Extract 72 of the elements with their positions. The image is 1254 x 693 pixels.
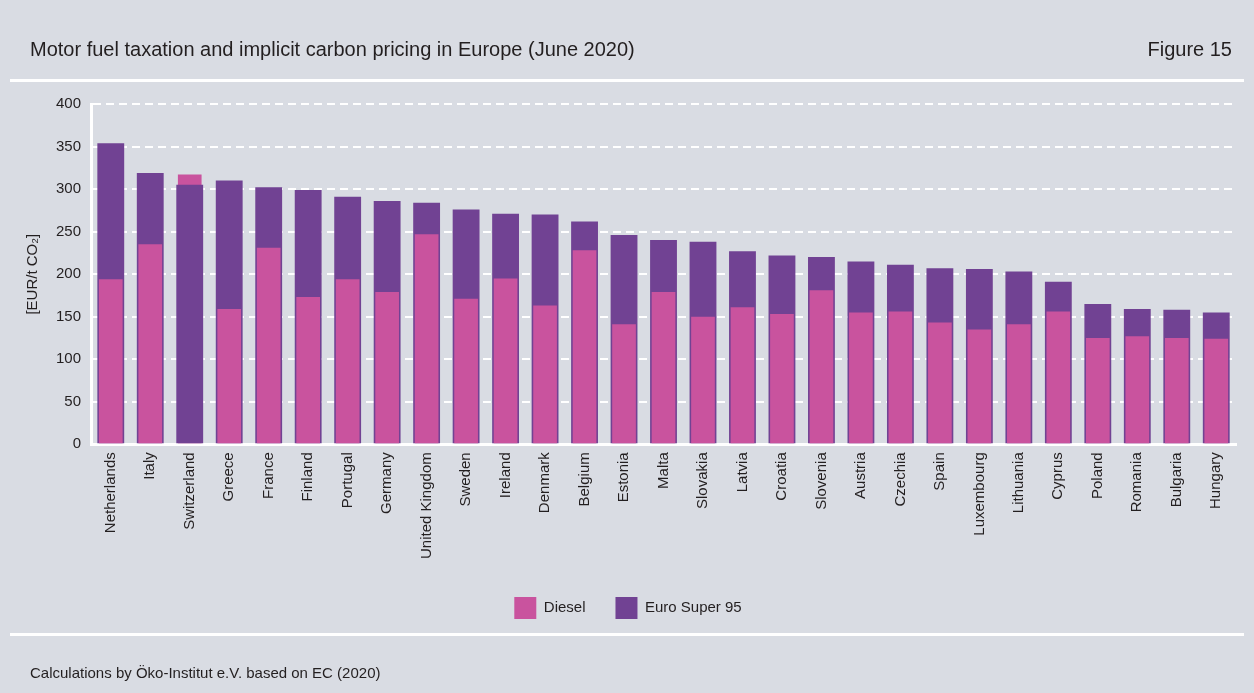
bar <box>888 311 913 444</box>
x-tick-label: Germany <box>377 451 395 514</box>
x-tick-label: Portugal <box>337 452 355 509</box>
x-tick-label: Netherlands <box>100 452 118 534</box>
bar <box>1125 336 1150 444</box>
bar <box>1007 324 1031 444</box>
x-tick-label: Lithuania <box>1008 451 1026 514</box>
y-tick-label: 350 <box>56 136 82 154</box>
bar <box>770 314 794 444</box>
x-tick-label: United Kingdom <box>416 452 434 560</box>
bar <box>1204 338 1229 444</box>
bar <box>1085 337 1110 444</box>
bar <box>296 297 321 444</box>
y-tick-label: 0 <box>72 434 82 452</box>
bar <box>651 292 676 444</box>
bar <box>98 279 123 444</box>
bar <box>138 244 163 444</box>
x-tick-label: Slovenia <box>811 451 829 510</box>
bar <box>612 324 636 444</box>
y-tick-label: 400 <box>56 94 82 112</box>
bar <box>256 247 281 444</box>
x-tick-label: Ireland <box>495 452 513 499</box>
x-tick-label: Cyprus <box>1048 452 1066 500</box>
x-tick-label: Croatia <box>772 451 790 501</box>
x-tick-label: Bulgaria <box>1166 451 1184 508</box>
bar <box>217 309 242 444</box>
x-tick-label: Switzerland <box>179 452 197 530</box>
chart-title: Motor fuel taxation and implicit carbon pricing in Europe (June 2020) <box>30 38 635 61</box>
bar <box>809 290 834 444</box>
x-tick-label: Poland <box>1087 452 1105 499</box>
x-tick-label: Estonia <box>614 451 632 503</box>
x-tick-label: Austria <box>851 451 869 499</box>
y-axis-title: [EUR/t CO₂] <box>23 233 41 315</box>
bar <box>691 316 715 444</box>
bar <box>1046 311 1071 444</box>
y-tick-label: 250 <box>56 221 82 239</box>
bar <box>493 278 518 444</box>
y-tick-label: 200 <box>56 264 82 282</box>
bar <box>1164 337 1189 444</box>
bar <box>414 234 439 444</box>
bar <box>533 305 557 444</box>
bar <box>928 322 952 444</box>
x-tick-label: Czechia <box>890 451 908 507</box>
bar <box>335 279 360 444</box>
x-tick-label: Finland <box>298 452 316 502</box>
x-tick-label: Denmark <box>535 451 553 514</box>
legend-label: Diesel <box>543 598 586 616</box>
x-tick-label: Italy <box>140 451 158 480</box>
y-tick-label: 150 <box>56 306 82 324</box>
x-tick-label: Belgium <box>574 452 592 507</box>
legend-label: Euro Super 95 <box>644 598 742 616</box>
bar <box>849 312 873 444</box>
x-tick-label: Malta <box>653 451 671 489</box>
y-tick-label: 100 <box>56 349 82 367</box>
text: Calculations by Öko-Institut e.V. based on EC (2020) <box>30 664 381 681</box>
y-tick-label: 50 <box>64 391 82 409</box>
x-tick-label: Slovakia <box>693 451 711 509</box>
x-tick-label: Latvia <box>732 451 750 493</box>
bar <box>375 292 399 444</box>
bar <box>967 329 992 444</box>
y-tick-label: 300 <box>56 179 82 197</box>
x-tick-label: Sweden <box>456 452 474 507</box>
bar <box>572 250 597 444</box>
x-tick-label: Romania <box>1127 451 1145 513</box>
bar <box>454 298 478 444</box>
x-tick-label: Hungary <box>1206 451 1224 509</box>
x-tick-label: Greece <box>219 452 237 502</box>
bar <box>730 307 755 444</box>
caption: Figure 15 <box>1147 38 1232 61</box>
x-tick-label: Luxembourg <box>969 452 987 536</box>
x-tick-label: Spain <box>930 452 948 491</box>
x-tick-label: France <box>258 452 276 499</box>
